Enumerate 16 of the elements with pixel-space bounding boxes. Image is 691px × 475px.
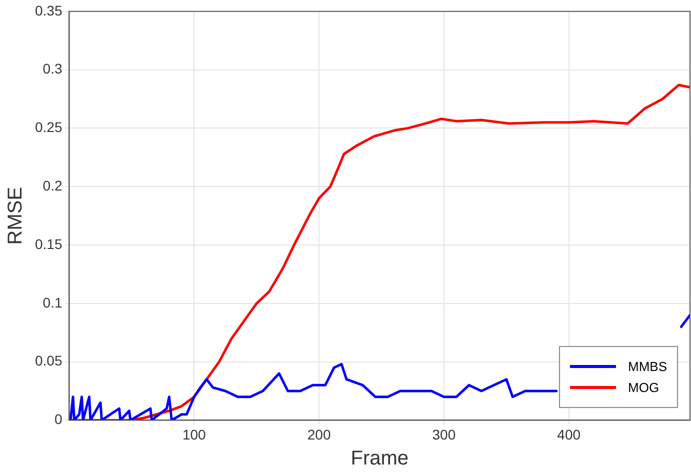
y-tick-label: 0.05 bbox=[35, 352, 62, 369]
x-axis-title: Frame bbox=[350, 448, 409, 470]
y-tick-label: 0.15 bbox=[35, 236, 62, 252]
x-tick-label: 100 bbox=[182, 426, 206, 442]
y-tick-label: 0.1 bbox=[42, 294, 62, 310]
x-tick-label: 300 bbox=[432, 426, 456, 442]
x-tick-label: 400 bbox=[557, 426, 581, 442]
y-tick-label: 0 bbox=[54, 411, 62, 428]
legend-label: MMBS bbox=[628, 359, 667, 374]
y-tick-label: 0.25 bbox=[35, 119, 62, 136]
y-tick-label: 0.2 bbox=[42, 177, 62, 194]
y-tick-label: 0.3 bbox=[42, 60, 62, 77]
y-axis-title: RMSE bbox=[4, 186, 27, 245]
y-tick-label: 0.35 bbox=[35, 2, 62, 18]
x-tick-label: 200 bbox=[307, 426, 331, 442]
legend-label: MOG bbox=[628, 380, 660, 396]
